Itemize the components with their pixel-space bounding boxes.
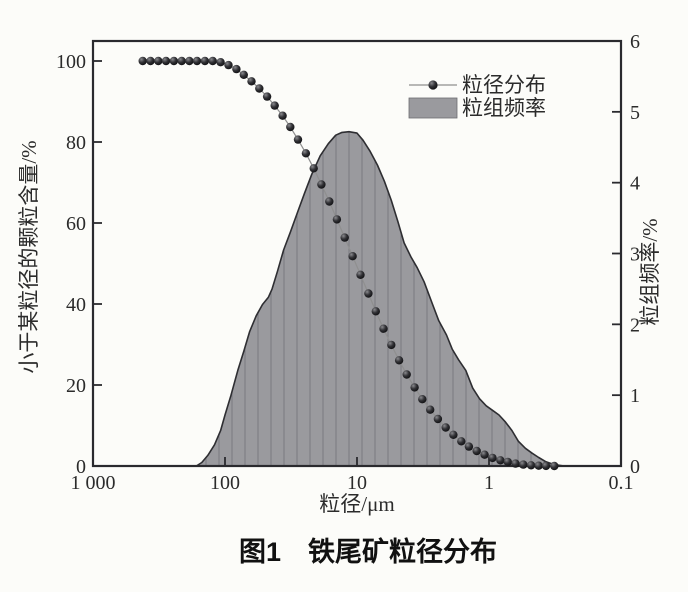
y-left-tick-label: 40 <box>66 294 86 316</box>
data-point-marker <box>154 56 163 66</box>
y-right-tick-label: 1 <box>630 385 640 407</box>
data-point-marker <box>262 92 272 101</box>
titles: 粒径/μm 小于某粒径的颗粒含量/% 粒组频率/% 图1 铁尾矿粒径分布 <box>17 140 662 567</box>
data-point-marker <box>356 270 365 279</box>
data-point-marker <box>488 453 497 463</box>
legend: 粒径分布 粒组频率 <box>408 73 546 120</box>
data-point-marker <box>503 457 512 467</box>
data-point-marker <box>192 56 202 66</box>
x-tick-label: 1 <box>484 472 494 494</box>
data-point-marker <box>317 180 326 189</box>
x-tick-label: 0.1 <box>609 472 634 494</box>
legend-area-swatch-icon <box>408 97 458 119</box>
data-point-marker <box>457 437 466 446</box>
data-point-marker <box>332 215 342 224</box>
y-right-tick-label: 2 <box>630 314 640 336</box>
data-point-marker <box>177 56 186 66</box>
data-point-marker <box>410 383 419 392</box>
data-point-marker <box>511 459 520 468</box>
y-right-axis-title: 粒组频率/% <box>638 218 662 325</box>
y-right-tick-label: 3 <box>630 244 640 266</box>
data-point-marker <box>387 340 396 350</box>
y-right-tick-label: 4 <box>630 173 640 195</box>
data-point-marker <box>161 56 171 66</box>
legend-label-group-frequency: 粒组频率 <box>462 96 546 120</box>
data-point-marker <box>534 461 543 470</box>
data-point-marker <box>286 122 295 132</box>
data-point-marker <box>379 324 388 333</box>
x-axis-title: 粒径/μm <box>319 492 394 516</box>
data-point-marker <box>519 460 528 469</box>
frequency-area-fill <box>196 131 565 466</box>
data-point-marker <box>418 395 427 404</box>
y-right-tick-label: 5 <box>630 102 640 124</box>
data-point-marker <box>541 461 551 471</box>
data-point-marker <box>472 446 481 456</box>
data-point-marker <box>464 442 474 451</box>
cumulative-curve-series <box>138 56 559 471</box>
y-left-tick-label: 60 <box>66 213 86 235</box>
data-point-marker <box>371 307 380 316</box>
data-point-marker <box>169 56 179 66</box>
data-point-marker <box>394 356 404 365</box>
data-point-marker <box>496 456 505 465</box>
x-tick-label: 1 000 <box>71 472 116 494</box>
data-point-marker <box>402 370 411 379</box>
data-point-marker <box>247 77 256 86</box>
y-left-tick-label: 80 <box>66 132 86 154</box>
data-point-marker <box>526 461 536 470</box>
data-point-marker <box>185 56 194 66</box>
data-point-marker <box>550 461 559 471</box>
data-point-marker <box>216 58 225 67</box>
data-point-marker <box>239 70 248 80</box>
data-point-marker <box>441 423 450 432</box>
y-left-tick-label: 100 <box>56 51 86 73</box>
data-point-marker <box>224 60 233 70</box>
data-point-marker <box>364 289 373 298</box>
data-point-marker <box>301 149 311 158</box>
data-point-marker <box>480 450 489 459</box>
data-point-marker <box>278 111 287 120</box>
data-point-marker <box>433 414 443 424</box>
frequency-area-edge <box>195 130 565 467</box>
data-point-marker <box>208 56 217 66</box>
data-point-marker <box>200 56 210 66</box>
data-point-marker <box>293 135 303 144</box>
data-point-marker <box>232 64 241 74</box>
figure-caption: 图1 铁尾矿粒径分布 <box>239 536 497 567</box>
data-point-marker <box>426 405 435 414</box>
data-point-marker <box>325 197 334 206</box>
y-right-tick-label: 0 <box>630 456 640 478</box>
y-left-axis-title: 小于某粒径的颗粒含量/% <box>17 140 41 373</box>
y-left-tick-label: 20 <box>66 375 86 397</box>
y-left-tick-label: 0 <box>76 456 86 478</box>
legend-ball-marker-icon <box>428 80 438 90</box>
data-point-marker <box>348 252 357 261</box>
data-point-marker <box>270 101 279 110</box>
data-point-marker <box>340 233 349 242</box>
data-point-marker <box>146 56 155 66</box>
y-right-tick-label: 6 <box>630 31 640 53</box>
legend-label-size-distribution: 粒径分布 <box>462 73 546 97</box>
x-tick-label: 10 <box>347 472 367 494</box>
data-point-marker <box>255 84 264 93</box>
data-point-marker <box>449 430 458 439</box>
data-point-marker <box>309 164 318 173</box>
x-tick-label: 100 <box>210 472 240 494</box>
data-point-marker <box>138 56 147 66</box>
